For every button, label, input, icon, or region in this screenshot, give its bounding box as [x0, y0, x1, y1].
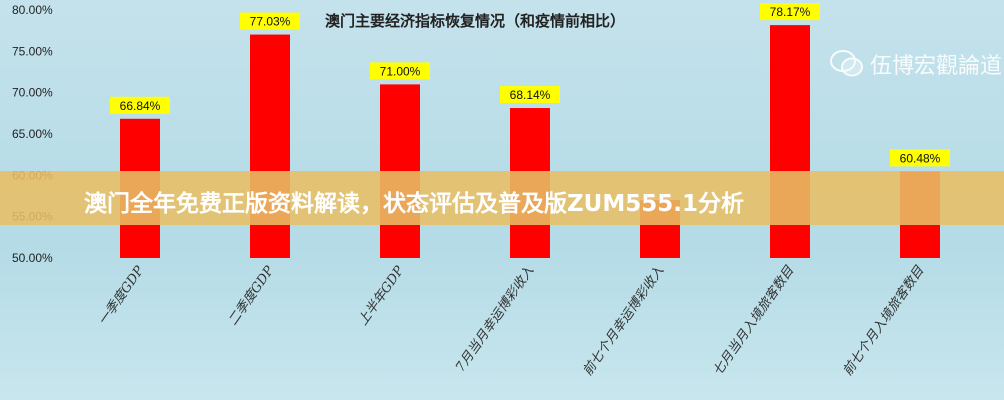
- overlay-banner-text: 澳门全年免费正版资料解读，状态评估及普及版ZUM555.1分析: [84, 191, 744, 217]
- data-label-bg: [760, 3, 820, 21]
- x-category-label: 二季度GDP: [226, 263, 278, 328]
- watermark: 伍博宏觀論道: [830, 48, 1002, 80]
- data-label-bg: [240, 12, 300, 30]
- y-tick-label: 70.00%: [12, 86, 53, 100]
- data-label: 60.48%: [900, 151, 941, 165]
- x-category-label: 七月当月入境旅客数目: [710, 262, 798, 378]
- x-category-label: 前七个月幸运博彩收入: [580, 264, 667, 379]
- data-label-bg: [110, 96, 170, 114]
- x-category-label: 上半年GDP: [356, 263, 408, 328]
- chart-title: 澳门主要经济指标恢复情况（和疫情前相比）: [325, 12, 625, 30]
- data-label-bg: [890, 149, 950, 167]
- data-label: 68.14%: [510, 88, 551, 102]
- y-tick-label: 80.00%: [12, 3, 53, 17]
- x-category-label: 前七个月入境旅客数目: [840, 262, 928, 378]
- data-label: 66.84%: [120, 99, 161, 113]
- overlay-banner: [0, 171, 1004, 225]
- x-category-label: 7月当月幸运博彩收入: [453, 264, 537, 375]
- data-label: 78.17%: [770, 5, 811, 19]
- wechat-icon: [830, 50, 863, 77]
- y-tick-label: 65.00%: [12, 127, 53, 141]
- data-label: 71.00%: [380, 64, 421, 78]
- x-category-label: 一季度GDP: [96, 263, 148, 328]
- data-label-bg: [500, 86, 560, 104]
- data-label-bg: [370, 62, 430, 80]
- data-label: 77.03%: [250, 15, 291, 29]
- y-tick-label: 75.00%: [12, 44, 53, 58]
- watermark-text: 伍博宏觀論道: [870, 53, 1003, 78]
- y-tick-label: 50.00%: [12, 251, 53, 265]
